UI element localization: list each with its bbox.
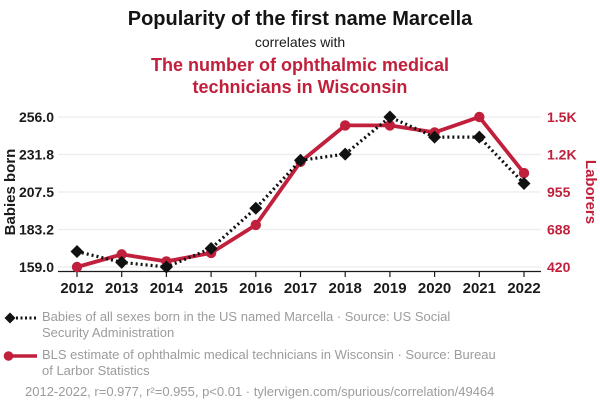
chart-header: Popularity of the first name Marcella co… bbox=[0, 0, 600, 98]
legend-label-babies: Babies of all sexes born in the US named… bbox=[42, 309, 451, 340]
data-point-diamond bbox=[115, 255, 129, 269]
x-axis-tick-label: 2018 bbox=[329, 280, 362, 297]
data-point-diamond bbox=[472, 130, 486, 144]
x-axis-tick-label: 2012 bbox=[60, 280, 93, 297]
left-axis-tick-label: 231.8 bbox=[19, 147, 54, 163]
data-point-circle bbox=[116, 249, 127, 260]
left-axis-tick-label: 256.0 bbox=[19, 109, 54, 125]
data-point-diamond bbox=[338, 147, 352, 161]
chart-secondary-title: The number of ophthalmic medical technic… bbox=[150, 55, 450, 97]
left-axis-title: Babies born bbox=[2, 149, 19, 236]
data-point-circle bbox=[340, 120, 351, 131]
x-axis-tick-label: 2015 bbox=[194, 280, 227, 297]
right-axis-title: Laborers bbox=[582, 160, 599, 224]
x-axis-tick-label: 2019 bbox=[373, 280, 406, 297]
correlates-with-label: correlates with bbox=[254, 34, 346, 50]
right-axis-tick-label: 688 bbox=[547, 222, 571, 238]
x-axis-tick-label: 2016 bbox=[239, 280, 272, 297]
legend-label-laborers: BLS estimate of ophthalmic medical techn… bbox=[42, 347, 496, 378]
chart-title: Popularity of the first name Marcella bbox=[127, 8, 473, 30]
data-point-circle bbox=[250, 219, 261, 231]
x-axis-tick-label: 2013 bbox=[105, 280, 138, 297]
circle-solid-line-icon bbox=[3, 351, 37, 361]
x-axis-tick-label: 2014 bbox=[150, 280, 184, 297]
data-point-diamond bbox=[294, 153, 307, 167]
data-point-diamond bbox=[383, 110, 397, 124]
left-axis-tick-label: 183.2 bbox=[19, 222, 54, 238]
legend-circle bbox=[3, 351, 14, 361]
right-axis-tick-label: 420 bbox=[547, 259, 571, 275]
data-point-circle bbox=[518, 167, 530, 179]
left-axis-tick-label: 159.0 bbox=[19, 259, 54, 275]
data-point-diamond bbox=[517, 176, 531, 190]
series-line-diamond bbox=[76, 115, 526, 269]
x-axis-tick-label: 2017 bbox=[284, 280, 317, 297]
x-axis-tick-label: 2021 bbox=[463, 280, 496, 297]
legend-diamond bbox=[4, 312, 16, 324]
line-chart-plot: 256.0 231.8 207.5 183.2 159.0 1.5K 1.2K 955 688 4… bbox=[2, 109, 599, 297]
data-point-circle bbox=[384, 120, 396, 131]
data-point-diamond bbox=[204, 241, 218, 255]
data-point-circle bbox=[474, 111, 485, 123]
data-point-diamond bbox=[428, 130, 442, 144]
right-axis-tick-label: 1.2K bbox=[547, 147, 577, 163]
legend-item-laborers: BLS estimate of ophthalmic medical techn… bbox=[3, 347, 593, 378]
left-axis-tick-label: 207.5 bbox=[19, 184, 54, 200]
diamond-dashed-line-icon bbox=[4, 312, 37, 324]
data-point-diamond bbox=[159, 260, 173, 274]
right-axis-tick-label: 955 bbox=[547, 184, 571, 200]
data-point-diamond bbox=[249, 201, 263, 215]
x-axis-tick-label: 2022 bbox=[507, 280, 540, 297]
x-axis-tick-label: 2020 bbox=[418, 280, 451, 297]
data-point-diamond bbox=[70, 245, 84, 259]
data-point-circle bbox=[71, 261, 83, 273]
stats-footer: 2012-2022, r=0.977, r²=0.955, p<0.01 · t… bbox=[25, 384, 495, 399]
right-axis-tick-label: 1.5K bbox=[547, 109, 577, 125]
chart-legend: Babies of all sexes born in the US named… bbox=[3, 309, 593, 385]
legend-item-babies: Babies of all sexes born in the US named… bbox=[3, 309, 593, 340]
